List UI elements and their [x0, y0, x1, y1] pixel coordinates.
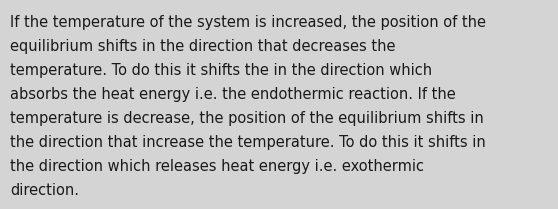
- Text: the direction which releases heat energy i.e. exothermic: the direction which releases heat energy…: [10, 159, 424, 174]
- Text: temperature is decrease, the position of the equilibrium shifts in: temperature is decrease, the position of…: [10, 111, 484, 126]
- Text: the direction that increase the temperature. To do this it shifts in: the direction that increase the temperat…: [10, 135, 486, 150]
- Text: absorbs the heat energy i.e. the endothermic reaction. If the: absorbs the heat energy i.e. the endothe…: [10, 87, 456, 102]
- Text: temperature. To do this it shifts the in the direction which: temperature. To do this it shifts the in…: [10, 63, 432, 78]
- Text: equilibrium shifts in the direction that decreases the: equilibrium shifts in the direction that…: [10, 39, 396, 54]
- Text: direction.: direction.: [10, 183, 79, 198]
- Text: If the temperature of the system is increased, the position of the: If the temperature of the system is incr…: [10, 15, 486, 30]
